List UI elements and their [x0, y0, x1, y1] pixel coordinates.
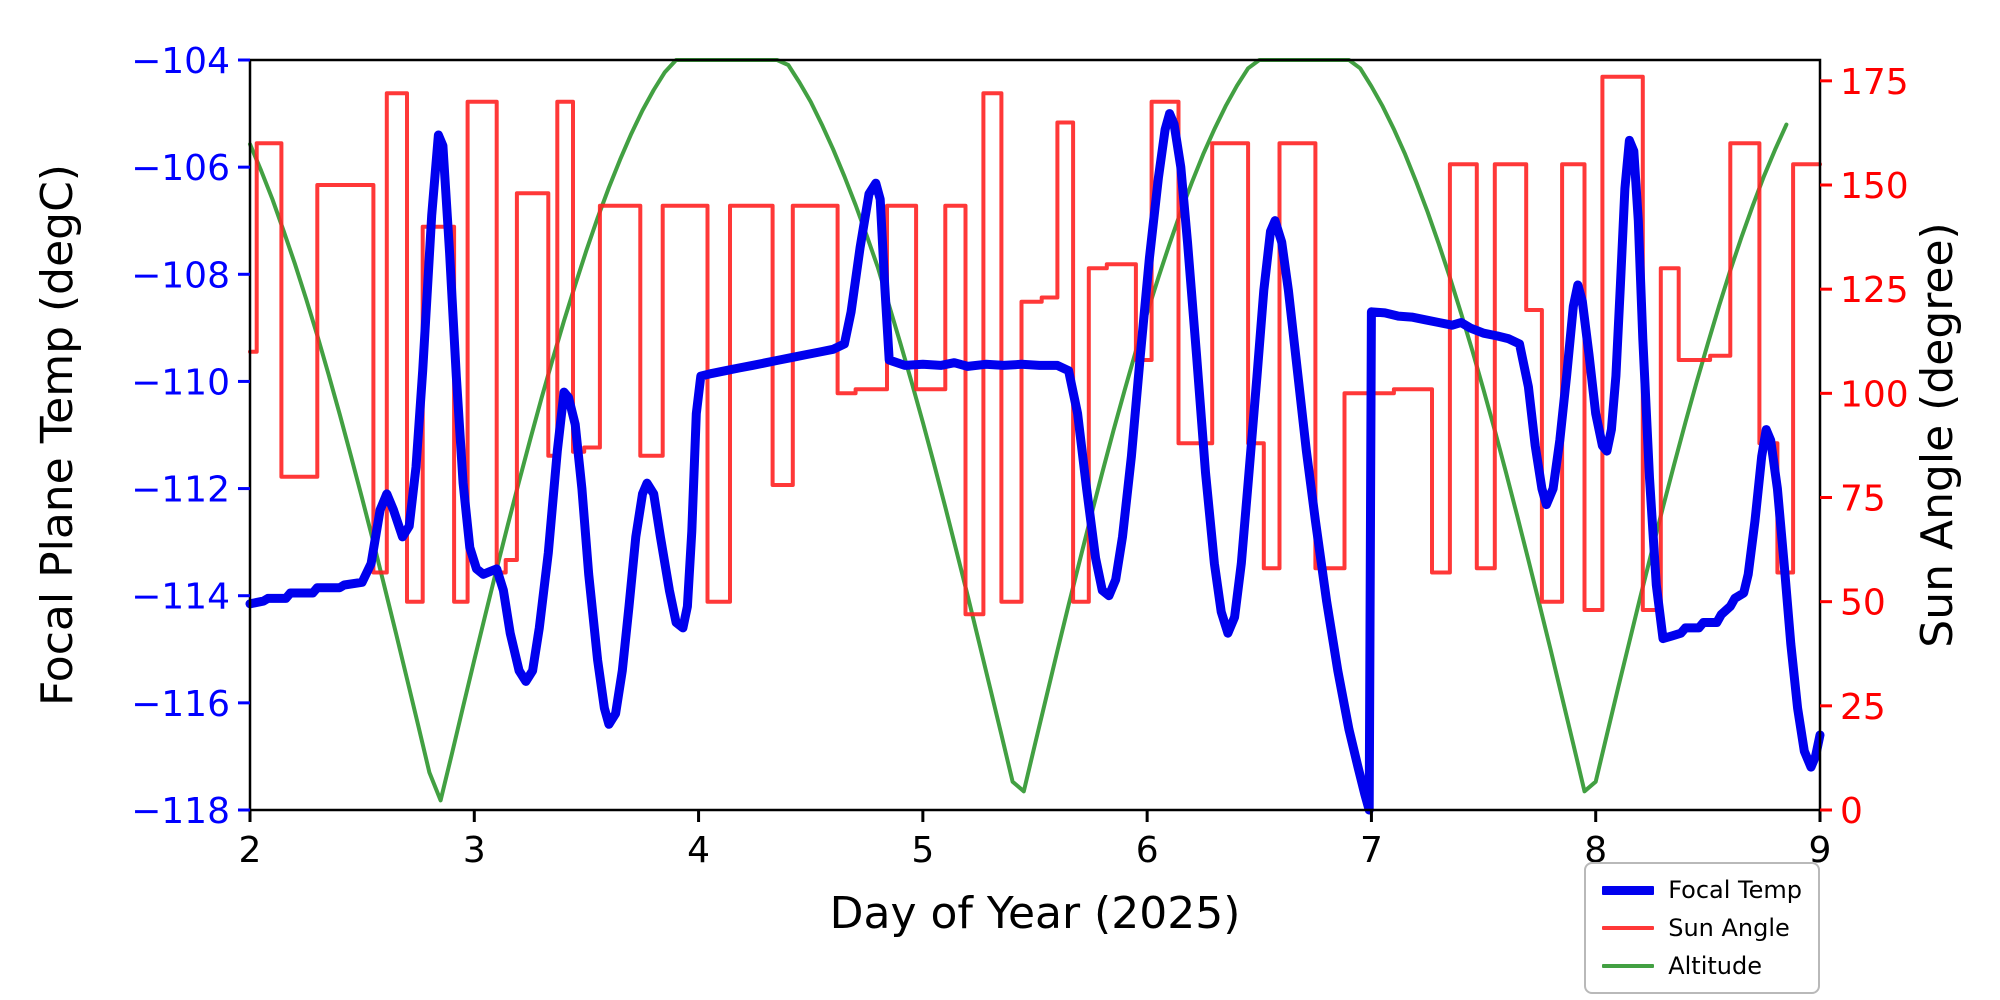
legend-line-focal-temp	[1602, 885, 1655, 895]
right-axis-title: Sun Angle (degree)	[1912, 222, 1963, 647]
left-tick-label: −112	[131, 470, 230, 511]
legend-label-focal-temp: Focal Temp	[1668, 876, 1802, 904]
right-tick-label: 50	[1840, 583, 1886, 624]
legend: Focal Temp Sun Angle Altitude	[1584, 862, 1820, 994]
legend-label-sun-angle: Sun Angle	[1668, 914, 1790, 942]
legend-item-sun-angle: Sun Angle	[1602, 912, 1802, 944]
x-tick-label: 2	[239, 830, 262, 871]
right-tick-label: 0	[1840, 791, 1863, 832]
x-tick-label: 4	[687, 830, 710, 871]
x-tick-label: 8	[1584, 830, 1607, 871]
right-tick-label: 150	[1840, 166, 1909, 207]
left-tick-label: −114	[131, 577, 230, 618]
right-tick-label: 75	[1840, 479, 1886, 520]
right-tick-label: 100	[1840, 374, 1909, 415]
legend-item-altitude: Altitude	[1602, 950, 1802, 982]
x-axis-title: Day of Year (2025)	[830, 888, 1241, 939]
left-tick-label: −110	[131, 362, 230, 403]
left-axis-title: Focal Plane Temp (degC)	[32, 164, 83, 706]
left-tick-label: −116	[131, 684, 230, 725]
left-tick-label: −104	[131, 41, 230, 82]
legend-label-altitude: Altitude	[1668, 952, 1762, 980]
series-altitude-line	[248, 58, 1789, 803]
left-tick-label: −118	[131, 791, 230, 832]
x-tick-label: 7	[1360, 830, 1383, 871]
x-tick-label: 3	[463, 830, 486, 871]
x-tick-label: 6	[1136, 830, 1159, 871]
right-tick-label: 175	[1840, 62, 1909, 103]
x-tick-label: 5	[911, 830, 934, 871]
legend-item-focal-temp: Focal Temp	[1602, 874, 1802, 906]
left-tick-label: −106	[131, 148, 230, 189]
plot-area: 2 3 4 5 6 7 8 9 −104 −106 −108 −110 −112 −114 −116 −118…	[131, 41, 1909, 871]
legend-line-sun-angle	[1602, 926, 1655, 930]
series-focal-temp-line	[245, 109, 1825, 815]
legend-line-altitude	[1602, 964, 1655, 968]
right-tick-label: 125	[1840, 270, 1909, 311]
plot-border	[248, 58, 1822, 812]
x-tick-label: 9	[1809, 830, 1832, 871]
right-tick-label: 25	[1840, 687, 1886, 728]
left-tick-label: −108	[131, 255, 230, 296]
